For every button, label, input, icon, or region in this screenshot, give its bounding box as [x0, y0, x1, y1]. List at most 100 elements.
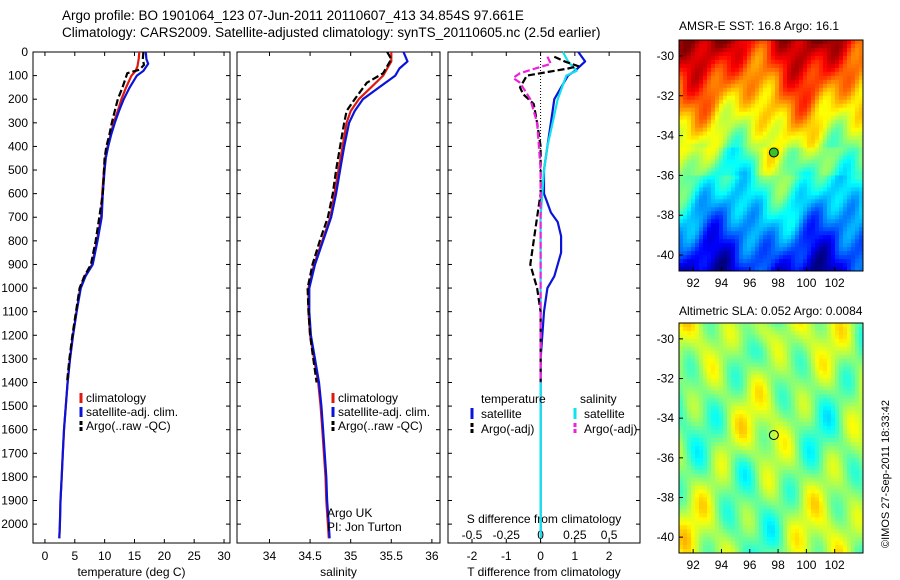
depth-tick-label: 500 [8, 163, 28, 177]
sst-map-lon-label: 100 [796, 276, 816, 290]
salinity-xtick-label: 34.5 [298, 549, 322, 563]
depth-tick-label: 900 [8, 257, 28, 271]
salinity-xtick-label: 34 [263, 549, 277, 563]
temperature-xtick-label: 5 [71, 549, 78, 563]
sst-map-lat-label: -34 [657, 129, 675, 143]
legend-title-salinity: salinity [580, 392, 617, 406]
salinity-diff-tick-label: 0.5 [601, 528, 618, 542]
sla-map-lon-label: 96 [743, 558, 757, 572]
sla-map-lat-label: -34 [657, 411, 675, 425]
depth-tick-label: 800 [8, 234, 28, 248]
salinity-series-red [307, 52, 393, 539]
difference-xtick-label: -2 [467, 549, 478, 563]
depth-tick-label: 400 [8, 139, 28, 153]
temperature-series-blue [58, 51, 150, 539]
diff-legend-label: satellite [584, 407, 625, 421]
sla-map-lat-label: -40 [657, 530, 675, 544]
sla-map-lon-label: 102 [825, 558, 845, 572]
depth-tick-label: 1000 [1, 281, 28, 295]
salinity-diff-axis-label: S difference from climatology [467, 512, 622, 526]
temperature-legend-label: climatology [86, 391, 146, 405]
difference-series-black [518, 55, 580, 383]
depth-tick-label: 2000 [1, 517, 28, 531]
diff-legend-label: satellite [481, 407, 522, 421]
difference-series-blue [539, 51, 587, 539]
difference-xtick-label: 1 [572, 549, 579, 563]
sst-map-title: AMSR-E SST: 16.8 Argo: 16.1 [679, 19, 839, 33]
depth-tick-label: 200 [8, 92, 28, 106]
salinity-diff-tick-label: -0.5 [462, 528, 483, 542]
depth-tick-label: 1600 [1, 423, 28, 437]
difference-xtick-label: -1 [501, 549, 512, 563]
depth-tick-label: 600 [8, 187, 28, 201]
salinity-series-blue [308, 51, 409, 539]
sla-map-lat-label: -36 [657, 451, 675, 465]
depth-tick-label: 0 [21, 45, 28, 59]
sst-map-lon-label: 96 [743, 276, 757, 290]
sst-map-argo-marker [768, 147, 779, 158]
sst-map-lat-label: -32 [657, 89, 675, 103]
float-owner-annotation: Argo UK [327, 506, 372, 520]
depth-tick-label: 1400 [1, 375, 28, 389]
sla-map-argo-marker [768, 430, 779, 441]
depth-tick-label: 700 [8, 210, 28, 224]
sla-map-lon-label: 94 [715, 558, 729, 572]
salinity-axes-box [236, 51, 441, 544]
salinity-legend-label: Argo(..raw -QC) [338, 419, 423, 433]
salinity-legend-label: satellite-adj. clim. [338, 405, 430, 419]
depth-tick-label: 1800 [1, 470, 28, 484]
depth-tick-label: 1500 [1, 399, 28, 413]
temperature-xtick-label: 25 [188, 549, 202, 563]
sla-map-lon-label: 98 [771, 558, 785, 572]
sst-map-lon-label: 92 [686, 276, 700, 290]
salinity-legend-label: climatology [338, 391, 398, 405]
salinity-diff-tick-label: -0.25 [493, 528, 521, 542]
legend-title-temperature: temperature [481, 392, 546, 406]
sst-map-lon-label: 94 [715, 276, 729, 290]
salinity-diff-tick-label: 0.25 [563, 528, 587, 542]
salinity-axis-label: salinity [320, 565, 357, 579]
sst-map-lon-label: 98 [771, 276, 785, 290]
sst-map-lat-label: -30 [657, 49, 675, 63]
depth-tick-label: 1300 [1, 352, 28, 366]
temperature-legend-label: Argo(..raw -QC) [86, 419, 171, 433]
temperature-xtick-label: 20 [158, 549, 172, 563]
temperature-xtick-label: 0 [42, 549, 49, 563]
sla-map-lat-label: -32 [657, 372, 675, 386]
sst-map-lon-label: 102 [825, 276, 845, 290]
temperature-xtick-label: 30 [217, 549, 231, 563]
sst-map-lat-label: -36 [657, 168, 675, 182]
sla-map-lat-label: -30 [657, 332, 675, 346]
depth-tick-label: 1900 [1, 494, 28, 508]
sst-map-frame [678, 39, 864, 272]
depth-tick-label: 1100 [2, 305, 28, 319]
salinity-xtick-label: 35 [344, 549, 358, 563]
temperature-series-black [65, 51, 146, 383]
temperature-series-red [58, 51, 141, 539]
difference-xtick-label: 0 [537, 549, 544, 563]
diff-legend-label: Argo(-adj) [481, 422, 534, 436]
float-pi-annotation: PI: Jon Turton [327, 520, 402, 534]
temperature-axes-box [32, 51, 231, 544]
temperature-legend-label: satellite-adj. clim. [86, 405, 178, 419]
difference-axis-label: T difference from climatology [467, 565, 621, 579]
figure-title-line1: Argo profile: BO 1901064_123 07-Jun-2011… [62, 8, 524, 23]
depth-tick-label: 1700 [1, 446, 28, 460]
sla-map-frame [678, 322, 864, 554]
sla-map-lon-label: 92 [686, 558, 700, 572]
temperature-xtick-label: 15 [128, 549, 142, 563]
salinity-series-black [306, 51, 393, 383]
sla-map-lon-label: 100 [796, 558, 816, 572]
diff-legend-label: Argo(-adj) [584, 422, 637, 436]
difference-series-magenta [511, 56, 553, 383]
sla-map-cells [679, 323, 864, 554]
temperature-xtick-label: 10 [98, 549, 112, 563]
sst-map-lat-label: -40 [657, 248, 675, 262]
sst-map-lat-label: -38 [657, 208, 675, 222]
depth-tick-label: 300 [8, 116, 28, 130]
sla-map-lat-label: -38 [657, 490, 675, 504]
figure-title-line2: Climatology: CARS2009. Satellite-adjuste… [62, 25, 601, 40]
difference-xtick-label: 2 [606, 549, 613, 563]
salinity-xtick-label: 36 [425, 549, 439, 563]
